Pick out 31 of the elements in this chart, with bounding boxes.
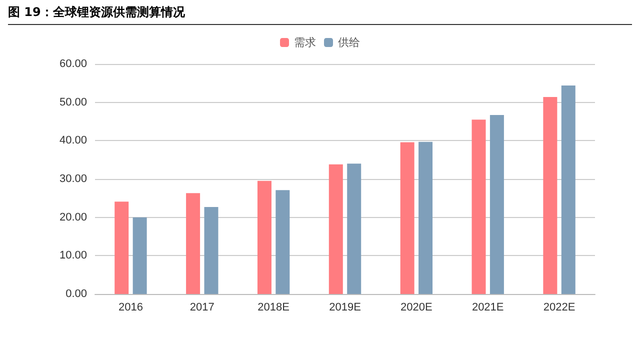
x-tick-label: 2019E — [329, 302, 361, 314]
chart-title: 图 19：全球锂资源供需测算情况 — [8, 4, 632, 25]
bar — [328, 164, 343, 294]
bar — [186, 193, 200, 294]
bar — [400, 142, 414, 294]
y-tick-label: 40.00 — [59, 134, 87, 147]
y-tick-label: 50.00 — [59, 96, 87, 108]
legend-label: 需求 — [294, 36, 316, 49]
x-tick-label: 2018E — [258, 302, 290, 314]
x-tick-label: 2020E — [400, 302, 432, 314]
y-tick-label: 10.00 — [59, 250, 87, 262]
bar — [257, 180, 272, 294]
bar — [472, 120, 486, 294]
bar — [204, 206, 218, 294]
bar — [114, 202, 129, 294]
bar — [347, 164, 362, 294]
x-tick-label: 2017 — [190, 302, 214, 314]
bar — [543, 96, 558, 294]
bar — [418, 142, 433, 294]
x-tick-label: 2022E — [543, 302, 576, 314]
legend-label: 供给 — [338, 36, 360, 49]
y-tick-label: 0.00 — [66, 288, 87, 300]
y-tick-label: 60.00 — [59, 58, 87, 70]
bar — [276, 190, 290, 294]
y-tick-label: 20.00 — [59, 211, 87, 224]
bar — [561, 85, 576, 294]
bar — [490, 114, 504, 294]
x-tick-label: 2016 — [118, 302, 143, 314]
bar — [132, 217, 147, 294]
y-tick-label: 30.00 — [59, 173, 87, 185]
x-tick-label: 2021E — [472, 302, 504, 314]
